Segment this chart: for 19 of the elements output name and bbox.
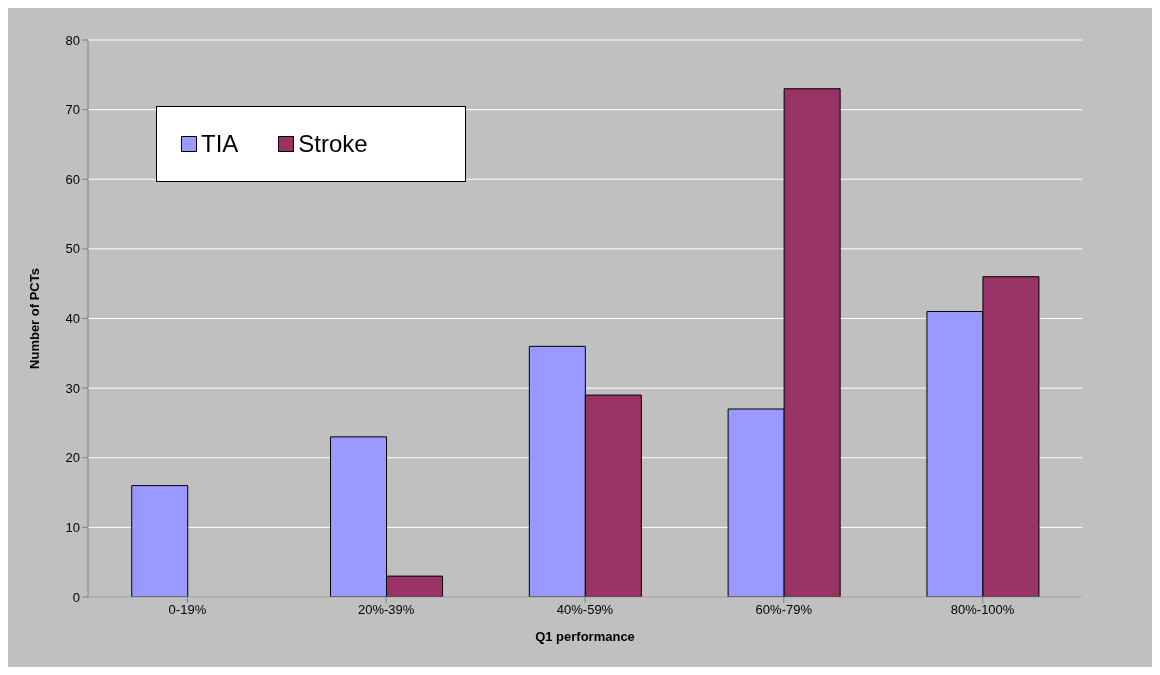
y-tick-label: 80	[65, 32, 80, 48]
x-tick-label: 20%-39%	[358, 602, 415, 618]
y-tick-label: 50	[65, 241, 80, 257]
y-tick-label: 0	[72, 589, 80, 605]
x-tick-label: 0-19%	[168, 602, 207, 618]
y-tick-label: 60	[65, 171, 80, 187]
y-tick-label: 70	[65, 102, 80, 118]
y-axis-title: Number of PCTs	[26, 268, 42, 369]
y-tick-label: 30	[65, 380, 80, 396]
legend-label: Stroke	[297, 130, 368, 158]
legend-label: TIA	[200, 130, 239, 158]
y-tick-label: 40	[65, 311, 80, 327]
y-tick-label: 20	[65, 450, 80, 466]
x-tick-label: 40%-59%	[556, 602, 614, 618]
x-tick-label: 60%-79%	[755, 602, 813, 618]
bar	[131, 485, 189, 597]
y-tick-label: 10	[65, 519, 80, 535]
x-tick-label: 80%-100%	[950, 602, 1015, 618]
x-axis-title: Q1 performance	[535, 629, 635, 644]
